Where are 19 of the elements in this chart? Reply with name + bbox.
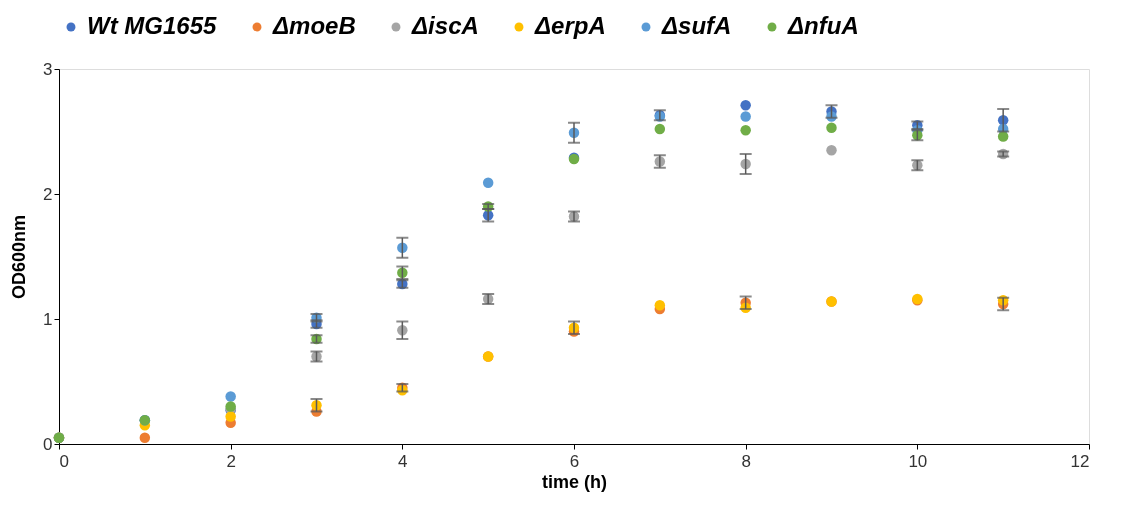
x-axis-title: time (h): [542, 471, 607, 492]
legend-label: ΔmoeB: [272, 12, 356, 39]
legend-label: ΔiscA: [411, 12, 479, 39]
y-tick-label: 0: [43, 434, 53, 454]
legend-label: ΔerpA: [534, 12, 606, 39]
legend-label: Wt MG1655: [87, 12, 218, 39]
legend-label: ΔnfuA: [787, 12, 859, 39]
x-tick-label: 0: [59, 451, 69, 471]
legend-label: ΔsufA: [661, 12, 732, 39]
x-tick-label: 10: [908, 451, 928, 471]
x-tick-label: 6: [569, 451, 580, 471]
x-tick-label: 2: [226, 451, 236, 471]
y-axis-title: OD600nm: [9, 214, 30, 300]
x-tick-label: 8: [741, 451, 751, 471]
x-tick-label: 4: [398, 451, 408, 471]
y-tick-label: 3: [43, 59, 53, 79]
x-tick-label: 12: [1070, 451, 1090, 471]
y-tick-label: 1: [43, 309, 53, 329]
y-tick-label: 2: [43, 184, 53, 204]
